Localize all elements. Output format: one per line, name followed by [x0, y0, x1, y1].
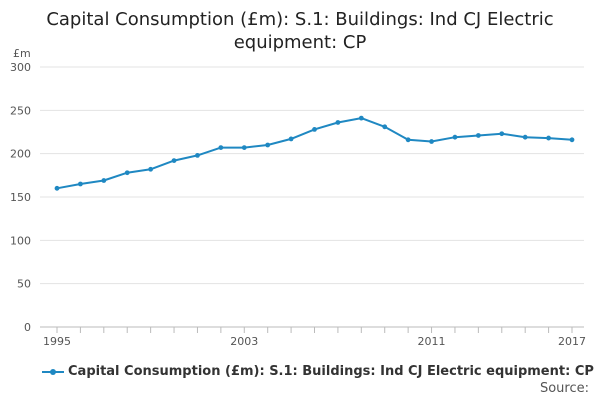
data-point[interactable] — [312, 126, 317, 132]
data-point[interactable] — [335, 120, 341, 125]
data-point[interactable] — [429, 139, 434, 144]
data-point[interactable] — [358, 115, 364, 121]
series-group — [54, 115, 575, 191]
data-point[interactable] — [569, 137, 575, 143]
y-tick-label: 50 — [17, 278, 31, 291]
data-point[interactable] — [405, 137, 411, 143]
legend-line-marker-icon — [42, 367, 64, 377]
data-point[interactable] — [171, 158, 177, 164]
data-point[interactable] — [265, 142, 271, 148]
y-axis-ticks: 0 50 100 150 200 250 300 — [10, 61, 31, 334]
x-tick-label: 2003 — [230, 335, 258, 348]
x-tick-label: 2011 — [418, 335, 446, 348]
y-tick-label: 200 — [10, 148, 31, 161]
data-point[interactable] — [78, 181, 83, 187]
data-point[interactable] — [54, 185, 60, 191]
data-point[interactable] — [452, 134, 458, 140]
chart-title: Capital Consumption (£m): S.1: Buildings… — [46, 9, 554, 53]
data-point[interactable] — [148, 166, 154, 172]
data-point[interactable] — [195, 153, 200, 158]
source-label: Source: — [539, 381, 589, 396]
legend[interactable]: Capital Consumption (£m): S.1: Buildings… — [42, 364, 594, 379]
legend-label: Capital Consumption (£m): S.1: Buildings… — [68, 364, 594, 379]
y-tick-label: 250 — [10, 104, 31, 117]
x-tick-label: 1995 — [43, 335, 71, 348]
data-point[interactable] — [475, 133, 481, 138]
data-point[interactable] — [546, 135, 551, 141]
y-tick-label: 150 — [10, 191, 31, 204]
y-tick-label: 300 — [10, 61, 31, 74]
data-point[interactable] — [499, 131, 505, 137]
data-point[interactable] — [218, 145, 224, 151]
gridlines — [40, 66, 584, 328]
data-point[interactable] — [101, 178, 107, 183]
data-point[interactable] — [522, 134, 528, 140]
data-point[interactable] — [382, 124, 388, 130]
x-tick-label: 2017 — [558, 335, 586, 348]
y-tick-label: 0 — [24, 321, 31, 334]
y-axis-unit-label: £m — [13, 47, 31, 60]
x-axis: 1995 2003 2011 2017 — [43, 327, 586, 348]
data-point[interactable] — [124, 170, 130, 176]
data-point[interactable] — [241, 145, 247, 151]
y-tick-label: 100 — [10, 234, 31, 247]
data-point[interactable] — [288, 136, 294, 142]
